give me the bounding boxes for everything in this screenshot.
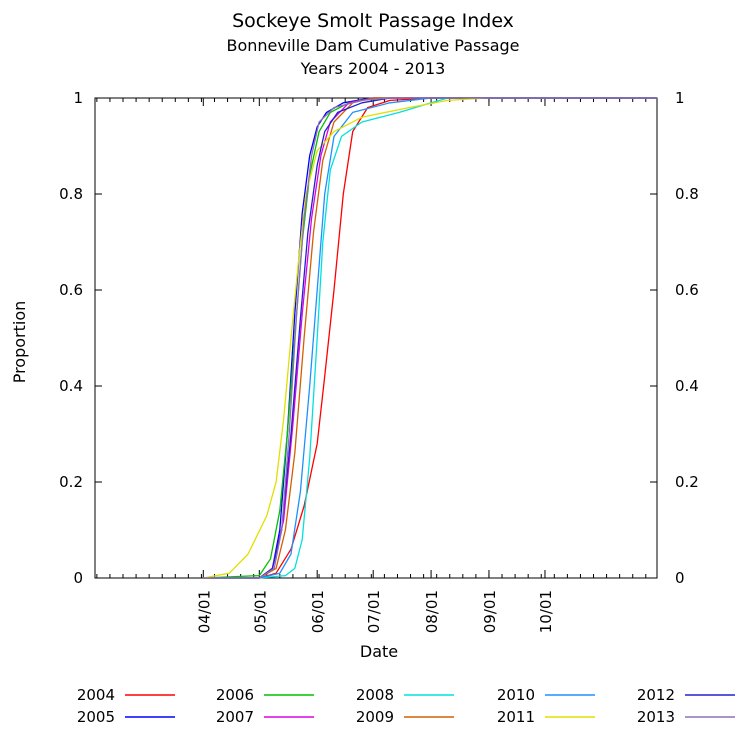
series-line-2012 [203, 97, 657, 579]
legend-label-2011: 2011 [497, 708, 535, 726]
legend-label-2012: 2012 [637, 686, 675, 704]
x-axis-label: Date [360, 642, 398, 661]
legend-label-2004: 2004 [77, 686, 115, 704]
y-tick-label-right: 0.4 [675, 377, 699, 395]
y-tick-label-left: 0 [73, 569, 83, 587]
chart-subtitle-years: Years 2004 - 2013 [300, 59, 446, 78]
chart-subtitle: Bonneville Dam Cumulative Passage [226, 36, 519, 55]
series-line-2010 [203, 97, 657, 579]
series-line-2011 [203, 97, 488, 579]
x-axis: 04/01 05/01 06/01 07/01 08/01 09/01 10/01 [96, 98, 647, 633]
x-tick-label: 08/01 [423, 590, 441, 633]
series-line-2004 [203, 97, 657, 579]
y-tick-label-left: 0.8 [59, 185, 83, 203]
chart-title: Sockeye Smolt Passage Index [232, 10, 514, 32]
y-axis: 0 0 0.2 0.2 0.4 0.4 0.6 0.6 0.8 0.8 1 1 [59, 89, 699, 587]
legend-label-2006: 2006 [216, 686, 254, 704]
series-line-2007 [203, 97, 657, 579]
y-tick-label-left: 1 [73, 89, 83, 107]
legend-label-2007: 2007 [216, 708, 254, 726]
legend-label-2008: 2008 [356, 686, 394, 704]
series-line-2009 [203, 97, 657, 579]
y-tick-label-right: 0.8 [675, 185, 699, 203]
x-tick-label: 06/01 [309, 590, 327, 633]
legend-label-2010: 2010 [497, 686, 535, 704]
series-line-2005 [203, 97, 657, 579]
series-layer [203, 97, 657, 579]
legend-label-2005: 2005 [77, 708, 115, 726]
series-line-2006 [203, 97, 657, 579]
y-tick-label-right: 0.2 [675, 473, 699, 491]
legend: 2004 2005 2006 2007 2008 2009 2010 2011 2012 2013 [77, 686, 735, 726]
x-tick-label: 09/01 [481, 590, 499, 633]
series-line-2008 [203, 97, 657, 579]
y-tick-label-left: 0.2 [59, 473, 83, 491]
x-tick-label: 10/01 [537, 590, 555, 633]
legend-label-2009: 2009 [356, 708, 394, 726]
legend-label-2013: 2013 [637, 708, 675, 726]
x-tick-label: 04/01 [195, 590, 213, 633]
y-tick-label-right: 0.6 [675, 281, 699, 299]
series-line-2013 [203, 97, 657, 579]
y-tick-label-left: 0.4 [59, 377, 83, 395]
y-tick-label-left: 0.6 [59, 281, 83, 299]
x-tick-label: 05/01 [251, 590, 269, 633]
y-tick-label-right: 0 [675, 569, 685, 587]
plot-frame [94, 97, 658, 579]
y-axis-label: Proportion [10, 301, 29, 384]
x-tick-label: 07/01 [365, 590, 383, 633]
y-tick-label-right: 1 [675, 89, 685, 107]
